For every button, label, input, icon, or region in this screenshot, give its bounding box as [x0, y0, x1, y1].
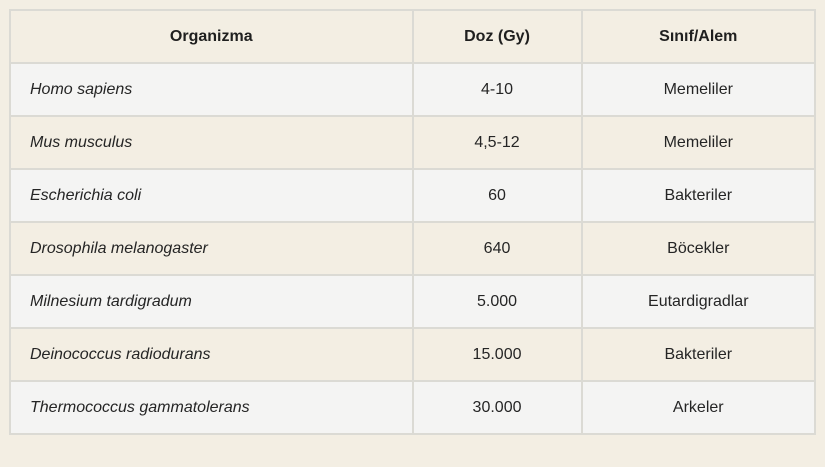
table-row: Milnesium tardigradum 5.000 Eutardigradl…: [9, 274, 817, 329]
table-row: Thermococcus gammatolerans 30.000 Arkele…: [9, 380, 817, 435]
organism-cell: Milnesium tardigradum: [9, 274, 414, 329]
dose-cell: 4,5-12: [411, 115, 583, 170]
table-row: Escherichia coli 60 Bakteriler: [9, 168, 817, 223]
table-row: Homo sapiens 4-10 Memeliler: [9, 62, 817, 117]
organism-cell: Escherichia coli: [9, 168, 414, 223]
dose-cell: 5.000: [411, 274, 583, 329]
class-cell: Bakteriler: [580, 327, 817, 382]
table-row: Mus musculus 4,5-12 Memeliler: [9, 115, 817, 170]
column-header-dose: Doz (Gy): [411, 9, 583, 64]
class-cell: Memeliler: [580, 115, 817, 170]
class-cell: Memeliler: [580, 62, 817, 117]
class-cell: Bakteriler: [580, 168, 817, 223]
column-header-organism: Organizma: [9, 9, 414, 64]
dose-cell: 60: [411, 168, 583, 223]
organism-cell: Homo sapiens: [9, 62, 414, 117]
table-header-row: Organizma Doz (Gy) Sınıf/Alem: [9, 9, 817, 64]
dose-cell: 640: [411, 221, 583, 276]
organism-cell: Thermococcus gammatolerans: [9, 380, 414, 435]
table-row: Drosophila melanogaster 640 Böcekler: [9, 221, 817, 276]
organism-cell: Drosophila melanogaster: [9, 221, 414, 276]
organism-cell: Deinococcus radiodurans: [9, 327, 414, 382]
organism-cell: Mus musculus: [9, 115, 414, 170]
column-header-class: Sınıf/Alem: [580, 9, 817, 64]
radiation-dose-table: Organizma Doz (Gy) Sınıf/Alem Homo sapie…: [9, 9, 817, 435]
dose-cell: 15.000: [411, 327, 583, 382]
table-row: Deinococcus radiodurans 15.000 Bakterile…: [9, 327, 817, 382]
dose-cell: 4-10: [411, 62, 583, 117]
class-cell: Eutardigradlar: [580, 274, 817, 329]
class-cell: Böcekler: [580, 221, 817, 276]
class-cell: Arkeler: [580, 380, 817, 435]
dose-cell: 30.000: [411, 380, 583, 435]
